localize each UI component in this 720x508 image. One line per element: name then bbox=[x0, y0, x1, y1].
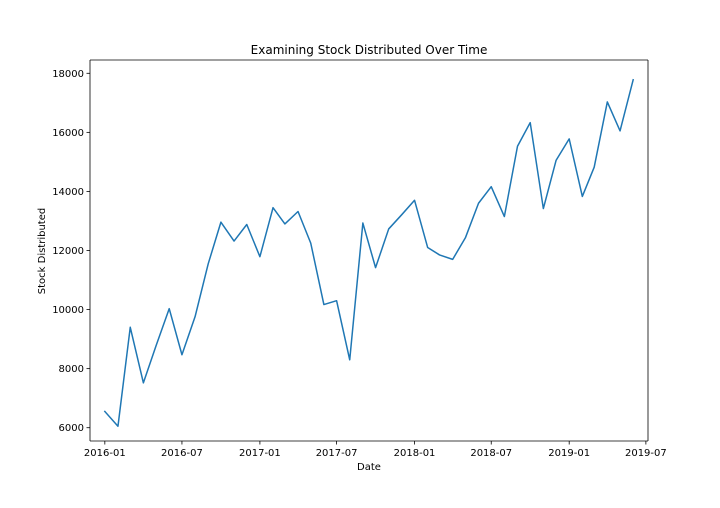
y-tick-label: 6000 bbox=[59, 423, 84, 434]
x-tick-label: 2019-07 bbox=[625, 448, 667, 459]
x-tick-label: 2017-07 bbox=[316, 448, 358, 459]
y-tick-label: 16000 bbox=[52, 128, 84, 139]
y-tick-label: 14000 bbox=[52, 187, 84, 198]
x-tick-label: 2018-01 bbox=[394, 448, 436, 459]
x-tick-label: 2016-07 bbox=[161, 448, 203, 459]
x-tick-label: 2017-01 bbox=[239, 448, 281, 459]
series-line-0 bbox=[103, 78, 635, 427]
y-tick-label: 18000 bbox=[52, 69, 84, 80]
y-tick-label: 10000 bbox=[52, 305, 84, 316]
y-tick-label: 12000 bbox=[52, 246, 84, 257]
x-tick-label: 2019-01 bbox=[548, 448, 590, 459]
y-tick-label: 8000 bbox=[59, 364, 84, 375]
y-axis-label: Stock Distributed bbox=[37, 208, 48, 294]
x-tick-label: 2018-07 bbox=[470, 448, 512, 459]
x-tick-label: 2016-01 bbox=[84, 448, 126, 459]
x-axis-label: Date bbox=[357, 462, 381, 473]
plot-area: 2016-01 2016-07 2017-01 2017-07 2018-01 2018-… bbox=[52, 59, 667, 459]
chart-title: Examining Stock Distributed Over Time bbox=[251, 43, 488, 57]
